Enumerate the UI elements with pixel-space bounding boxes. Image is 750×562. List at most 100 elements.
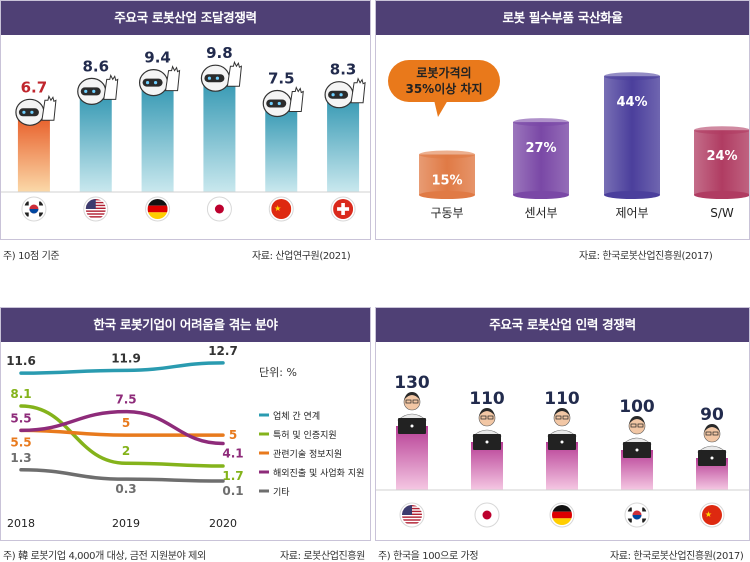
legend-entry: 특허 및 인증지원 bbox=[273, 429, 337, 441]
svg-text:★: ★ bbox=[705, 510, 712, 519]
localization-bar bbox=[419, 154, 475, 195]
series-line bbox=[19, 428, 225, 437]
workforce-chart: 130 110 110 100 90 ★ bbox=[376, 373, 749, 528]
series-line bbox=[19, 404, 225, 468]
legend-entry: 해외진출 및 사업화 지원 bbox=[273, 467, 364, 479]
localization-value-label: 24% bbox=[706, 149, 737, 164]
procurement-bar bbox=[327, 100, 360, 192]
localization-category-label: 센서부 bbox=[524, 206, 557, 220]
series-value-label: 7.5 bbox=[115, 393, 136, 407]
bar-top-cap bbox=[513, 118, 569, 127]
series-value-label: 5 bbox=[122, 416, 130, 430]
localization-category-label: 구동부 bbox=[430, 206, 463, 220]
series-value-label: 4.1 bbox=[222, 447, 243, 461]
x-tick-label: 2019 bbox=[112, 517, 140, 530]
panel-localization: 로봇 필수부품 국산화율 15% 구동부 27% 센서부 44% 제어부 24% S/W 로봇가… bbox=[375, 0, 750, 240]
series-value-label: 12.7 bbox=[208, 344, 238, 358]
robot-icon bbox=[15, 94, 57, 126]
robot-icon bbox=[138, 65, 181, 97]
panel-title: 주요국 로봇산업 인력 경쟁력 bbox=[376, 308, 749, 342]
panel-difficulties: 한국 로봇기업이 어려움을 겪는 분야 11.6 11.9 12.7 8.1 2 1.7 5… bbox=[0, 307, 371, 541]
procurement-bar bbox=[17, 118, 50, 192]
localization-category-label: 제어부 bbox=[615, 206, 648, 220]
workforce-value-label: 110 bbox=[544, 389, 580, 409]
competitiveness-source: 자료: 산업연구원(2021) bbox=[252, 251, 351, 262]
x-tick-label: 2020 bbox=[209, 517, 237, 530]
series-value-label: 5.5 bbox=[10, 411, 31, 425]
localization-category-label: S/W bbox=[710, 206, 734, 220]
series-line bbox=[19, 409, 225, 446]
germany-flag-icon bbox=[145, 196, 171, 222]
china-flag-icon: ★ bbox=[699, 502, 725, 528]
person-icon bbox=[397, 392, 427, 434]
procurement-value-label: 8.6 bbox=[82, 57, 109, 75]
robot-icon bbox=[324, 77, 366, 109]
localization-source: 자료: 한국로봇산업진흥원(2017) bbox=[579, 251, 713, 262]
localization-bar bbox=[694, 130, 749, 195]
procurement-value-label: 8.3 bbox=[330, 61, 357, 79]
series-line bbox=[19, 361, 225, 375]
series-value-label: 1.3 bbox=[10, 451, 31, 465]
procurement-bar bbox=[79, 97, 112, 192]
robot-icon bbox=[200, 60, 243, 92]
procurement-value-label: 9.8 bbox=[206, 44, 233, 62]
procurement-bar bbox=[141, 88, 174, 192]
bar-bottom-cap bbox=[694, 191, 749, 199]
competitiveness-note: 주) 10점 기준 bbox=[3, 251, 60, 262]
germany-flag-icon bbox=[549, 502, 575, 528]
panel-title: 주요국 로봇산업 조달경쟁력 bbox=[1, 1, 370, 35]
difficulties-source: 자료: 로봇산업진흥원 bbox=[280, 551, 365, 562]
japan-flag-icon bbox=[206, 196, 232, 222]
procurement-value-label: 7.5 bbox=[268, 70, 295, 88]
person-icon bbox=[622, 416, 652, 458]
localization-bar bbox=[513, 122, 569, 195]
bar-top-cap bbox=[419, 150, 475, 159]
svg-text:★: ★ bbox=[274, 204, 281, 213]
callout-text-line1: 로봇가격의 bbox=[416, 65, 471, 80]
procurement-bar bbox=[265, 109, 298, 192]
person-icon bbox=[472, 408, 502, 450]
robot-icon bbox=[77, 73, 119, 106]
series-value-label: 5.5 bbox=[10, 435, 31, 449]
series-value-label: 2 bbox=[122, 444, 130, 458]
panel-title: 로봇 필수부품 국산화율 bbox=[376, 1, 749, 35]
bar-bottom-cap bbox=[513, 191, 569, 199]
legend-entry: 업체 간 연계 bbox=[273, 410, 320, 422]
usa-flag-icon bbox=[83, 196, 109, 222]
person-icon bbox=[547, 408, 577, 450]
procurement-value-label: 9.4 bbox=[144, 49, 171, 67]
bar-bottom-cap bbox=[419, 191, 475, 199]
localization-value-label: 15% bbox=[431, 174, 462, 189]
series-line bbox=[19, 468, 225, 483]
legend-entry: 관련기술 정보지원 bbox=[273, 449, 342, 460]
competitiveness-chart: 6.7 8.6 9.4 9.8 7.5 ★ 8.3 bbox=[1, 44, 370, 222]
korea-flag-icon bbox=[624, 502, 650, 528]
bar-top-cap bbox=[694, 126, 749, 135]
series-value-label: 8.1 bbox=[10, 387, 31, 401]
switzerland-flag-icon bbox=[330, 196, 356, 222]
workforce-value-label: 110 bbox=[469, 389, 505, 409]
x-tick-label: 2018 bbox=[7, 517, 35, 530]
panel-competitiveness: 주요국 로봇산업 조달경쟁력 6.7 8.6 9.4 9.8 7.5 ★ 8.3 bbox=[0, 0, 371, 240]
workforce-value-label: 130 bbox=[394, 373, 430, 393]
series-value-label: 1.7 bbox=[222, 469, 243, 483]
workforce-value-label: 100 bbox=[619, 397, 655, 417]
japan-flag-icon bbox=[474, 502, 500, 528]
difficulties-note: 주) 韓 로봇기업 4,000개 대상, 금전 지원분야 제외 bbox=[3, 551, 206, 562]
series-value-label: 0.1 bbox=[222, 484, 243, 498]
china-flag-icon: ★ bbox=[268, 196, 294, 222]
legend-entry: 기타 bbox=[273, 487, 290, 498]
bar-top-cap bbox=[604, 72, 660, 81]
difficulties-chart: 11.6 11.9 12.7 8.1 2 1.7 5.5 5 5 5.5 7.5 4.1 1.3 0.3 0… bbox=[6, 344, 364, 530]
workforce-value-label: 90 bbox=[700, 405, 724, 425]
localization-bar bbox=[604, 76, 660, 195]
procurement-bar bbox=[203, 84, 236, 192]
procurement-value-label: 6.7 bbox=[21, 78, 48, 96]
workforce-note: 주) 한국을 100으로 가정 bbox=[378, 551, 479, 562]
person-icon bbox=[697, 424, 727, 466]
callout-text-line2: 35%이상 차지 bbox=[405, 81, 482, 96]
bar-bottom-cap bbox=[604, 191, 660, 199]
series-value-label: 0.3 bbox=[115, 482, 136, 496]
localization-value-label: 27% bbox=[525, 141, 556, 156]
